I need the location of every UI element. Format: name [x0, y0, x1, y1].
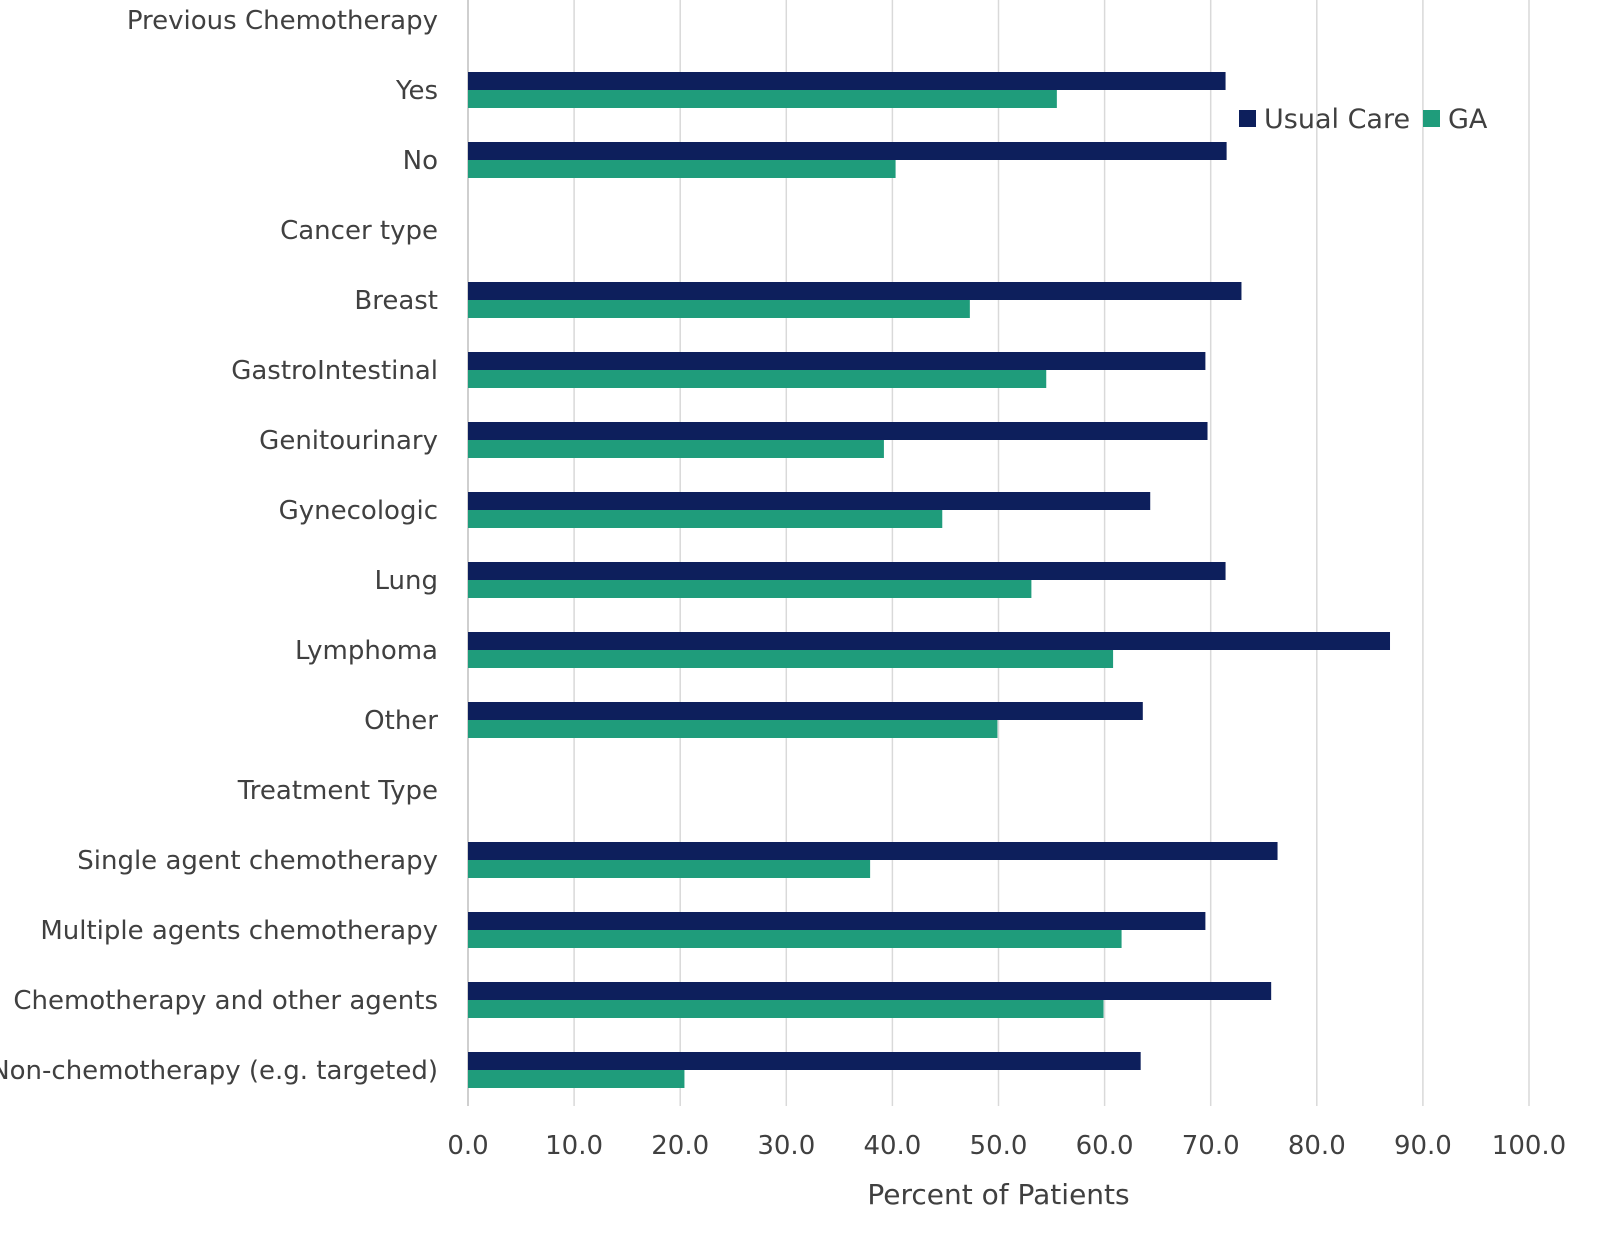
- x-tick-label: 70.0: [1182, 1131, 1240, 1161]
- category-label: Genitourinary: [259, 426, 438, 456]
- bar-usual-care: [468, 562, 1226, 580]
- category-label: No: [403, 146, 438, 176]
- bar-usual-care: [468, 282, 1242, 300]
- bars: [468, 72, 1391, 1088]
- bar-ga: [468, 370, 1047, 388]
- x-tick-label: 10.0: [545, 1131, 603, 1161]
- bar-ga: [468, 510, 943, 528]
- bar-usual-care: [468, 352, 1206, 370]
- bar-ga: [468, 580, 1032, 598]
- bar-usual-care: [468, 1052, 1141, 1070]
- bar-usual-care: [468, 632, 1391, 650]
- category-label: Previous Chemotherapy: [127, 6, 438, 36]
- x-tick-label: 60.0: [1076, 1131, 1134, 1161]
- legend-label: GA: [1448, 104, 1488, 135]
- legend-swatch: [1423, 110, 1440, 127]
- bar-ga: [468, 160, 896, 178]
- x-tick-label: 30.0: [757, 1131, 815, 1161]
- x-axis-title: Percent of Patients: [867, 1178, 1129, 1211]
- bar-usual-care: [468, 72, 1226, 90]
- category-label: Lymphoma: [295, 636, 438, 666]
- bar-ga: [468, 300, 970, 318]
- category-label: Cancer type: [280, 216, 438, 246]
- bar-ga: [468, 720, 998, 738]
- category-labels: Previous Chemotherapy Yes No Cancer type Bre…: [0, 6, 438, 1086]
- x-tick-label: 80.0: [1288, 1131, 1346, 1161]
- x-tick-label: 90.0: [1394, 1131, 1452, 1161]
- bar-usual-care: [468, 912, 1206, 930]
- category-label: GastroIntestinal: [231, 356, 438, 386]
- category-label: Lung: [375, 566, 439, 596]
- bar-usual-care: [468, 982, 1272, 1000]
- bar-ga: [468, 650, 1114, 668]
- bar-ga: [468, 1000, 1104, 1018]
- bar-ga: [468, 860, 871, 878]
- x-tick-label: 50.0: [970, 1131, 1028, 1161]
- category-label: Breast: [354, 286, 438, 316]
- category-label: Gynecologic: [279, 496, 438, 526]
- bar-usual-care: [468, 142, 1227, 160]
- legend: Usual Care GA: [1239, 104, 1488, 135]
- x-tick-label: 40.0: [863, 1131, 921, 1161]
- x-tick-label: 100.0: [1492, 1131, 1566, 1161]
- category-label: Non-chemotherapy (e.g. targeted): [0, 1056, 438, 1086]
- x-tick-labels: 0.0 10.0 20.0 30.0 40.0 50.0 60.0 70.0 80.0 90.0 1…: [447, 1131, 1566, 1161]
- legend-label: Usual Care: [1264, 104, 1410, 135]
- bar-ga: [468, 1070, 685, 1088]
- legend-swatch: [1239, 110, 1256, 127]
- category-label: Chemotherapy and other agents: [13, 986, 438, 1016]
- category-label: Treatment Type: [237, 776, 438, 806]
- bar-ga: [468, 930, 1122, 948]
- bar-usual-care: [468, 702, 1143, 720]
- bar-usual-care: [468, 492, 1151, 510]
- x-tick-label: 0.0: [447, 1131, 488, 1161]
- bar-usual-care: [468, 422, 1208, 440]
- category-label: Multiple agents chemotherapy: [40, 916, 438, 946]
- category-label: Other: [364, 706, 438, 736]
- x-tick-label: 20.0: [651, 1131, 709, 1161]
- category-label: Single agent chemotherapy: [77, 846, 438, 876]
- gridlines: [467, 0, 1530, 1106]
- bar-ga: [468, 440, 884, 458]
- bar-usual-care: [468, 842, 1278, 860]
- category-label: Yes: [395, 76, 438, 106]
- bar-ga: [468, 90, 1057, 108]
